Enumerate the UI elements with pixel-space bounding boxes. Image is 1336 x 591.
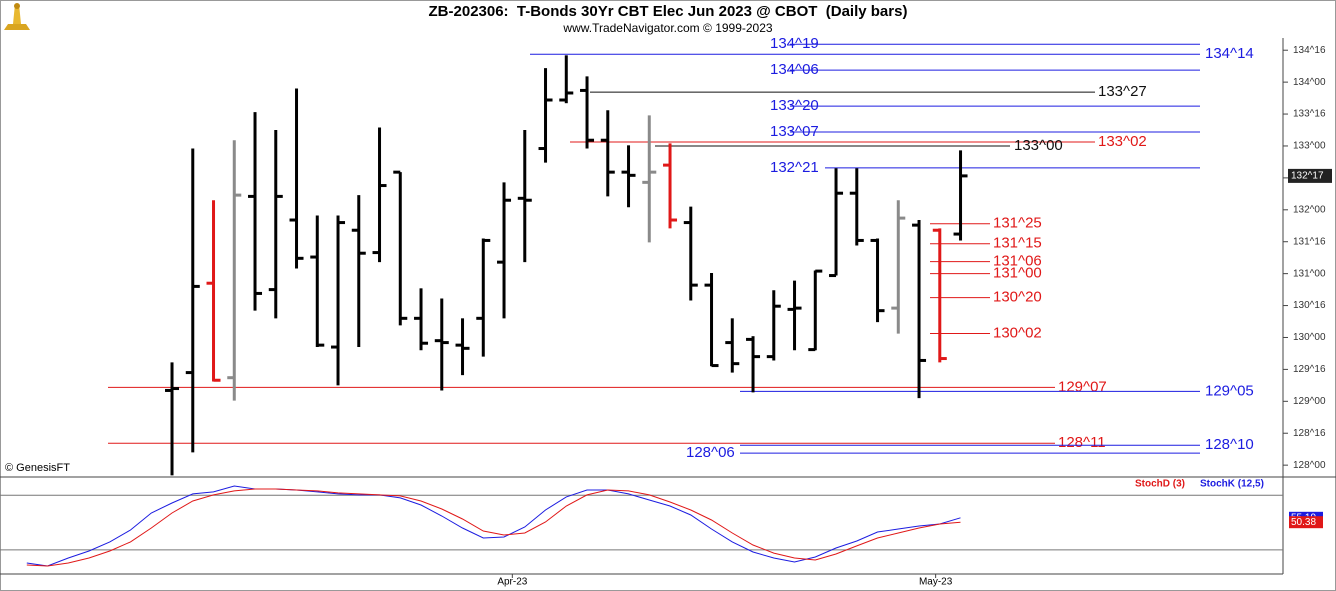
y-tick-label: 131^16 [1293,236,1326,247]
y-tick-label: 129^16 [1293,364,1326,375]
y-tick-label: 128^00 [1293,460,1326,471]
level-label: 133^20 [770,97,819,114]
y-tick-label: 133^16 [1293,109,1326,120]
level-label: 133^07 [770,123,819,140]
y-tick-label: 131^00 [1293,268,1326,279]
level-label: 134^14 [1205,45,1254,62]
level-label: 131^15 [993,235,1042,252]
last-value-label: 50.38 [1291,517,1316,528]
level-label: 129^07 [1058,378,1107,395]
y-tick-label: 130^00 [1293,332,1326,343]
legend-entry: StochK (12,5) [1200,479,1264,490]
x-tick-label: May-23 [919,577,953,588]
logo [4,3,30,30]
level-label: 130^20 [993,289,1042,306]
last-price-box [1288,168,1332,183]
level-label: 130^02 [993,324,1042,341]
chart-subtitle: www.TradeNavigator.com © 1999-2023 [562,21,772,35]
level-label: 134^19 [770,35,819,52]
x-tick-label: Apr-23 [497,577,527,588]
y-tick-label: 129^00 [1293,396,1326,407]
level-label: 128^11 [1058,434,1106,451]
y-tick-label: 133^00 [1293,141,1326,152]
level-label: 131^00 [993,265,1042,282]
level-label: 133^27 [1098,83,1147,100]
level-label: 133^02 [1098,133,1147,150]
legend-entry: StochD (3) [1135,479,1185,490]
y-tick-label: 134^16 [1293,45,1326,56]
level-label: 131^25 [993,215,1042,232]
last-value-box [1289,516,1323,529]
y-tick-label: 130^16 [1293,300,1326,311]
level-label: 131^06 [993,253,1042,270]
copyright: © GenesisFT [5,462,70,474]
level-label: 133^00 [1014,137,1063,154]
y-tick-label: 128^16 [1293,428,1326,439]
stoch-line [26,488,961,567]
level-label: 128^06 [686,444,735,461]
level-label: 134^06 [770,61,819,78]
level-label: 129^05 [1205,382,1254,399]
y-tick-label: 132^00 [1293,204,1326,215]
level-label: 132^21 [770,159,819,176]
last-price-label: 132^17 [1291,171,1324,182]
y-tick-label: 134^00 [1293,77,1326,88]
chart-title: ZB-202306: T-Bonds 30Yr CBT Elec Jun 202… [429,3,908,20]
level-label: 128^10 [1205,436,1254,453]
